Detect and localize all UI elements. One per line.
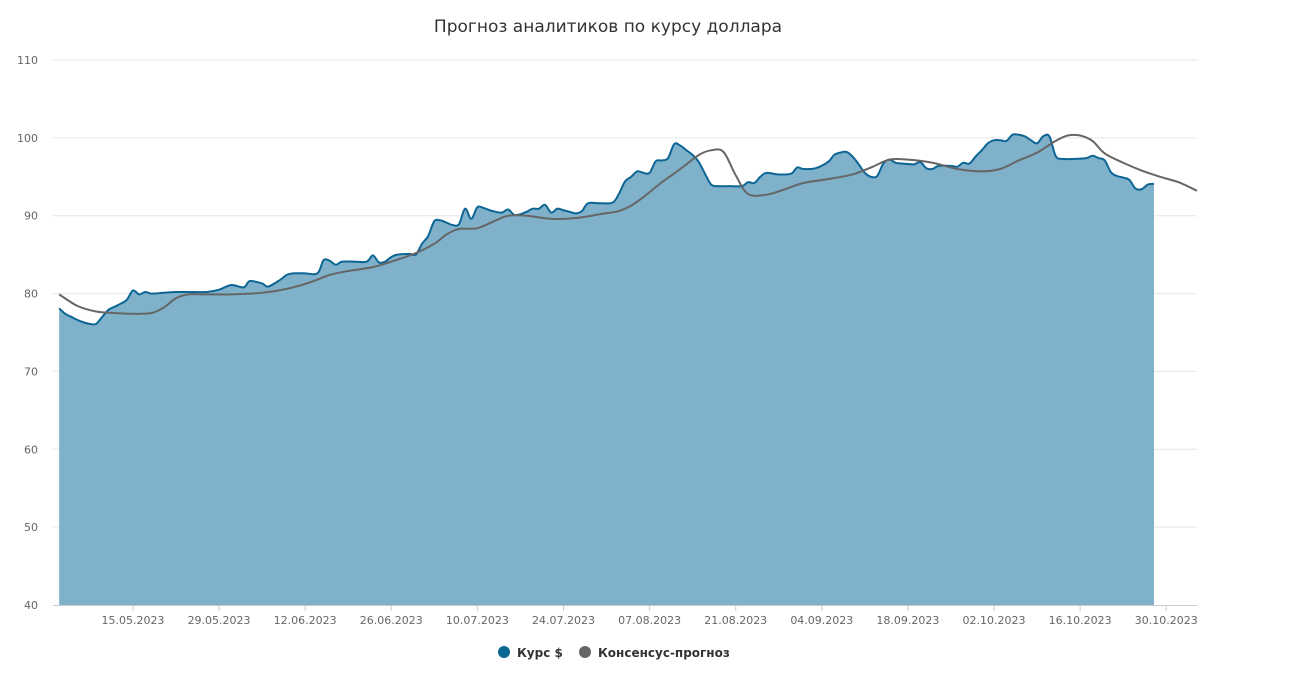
x-tick-label: 10.07.2023: [446, 614, 509, 627]
y-tick-label: 60: [24, 443, 38, 456]
x-tick-label: 04.09.2023: [790, 614, 853, 627]
legend-marker: [498, 646, 510, 658]
legend-label: Консенсус-прогноз: [598, 646, 730, 660]
x-tick-label: 12.06.2023: [274, 614, 337, 627]
legend-item[interactable]: Консенсус-прогноз: [579, 646, 730, 660]
y-tick-label: 110: [17, 54, 38, 67]
x-tick-label: 30.10.2023: [1135, 614, 1198, 627]
chart-title: Прогноз аналитиков по курсу доллара: [434, 17, 782, 37]
x-tick-label: 24.07.2023: [532, 614, 595, 627]
y-tick-label: 80: [24, 288, 38, 301]
x-tick-label: 15.05.2023: [101, 614, 164, 627]
y-tick-label: 70: [24, 365, 38, 378]
legend-item[interactable]: Курс $: [498, 646, 563, 660]
y-tick-label: 40: [24, 599, 38, 612]
y-tick-label: 100: [17, 132, 38, 145]
legend-label: Курс $: [517, 646, 563, 660]
x-tick-label: 21.08.2023: [704, 614, 767, 627]
y-axis: 40 50 60 70 80 90 100 110: [17, 54, 38, 612]
x-tick-label: 18.09.2023: [876, 614, 939, 627]
x-tick-label: 16.10.2023: [1049, 614, 1112, 627]
y-tick-label: 90: [24, 210, 38, 223]
plot-series: [58, 133, 1198, 605]
x-tick-label: 29.05.2023: [188, 614, 251, 627]
series-line-kurs: [58, 133, 1155, 326]
x-tick-label: 26.06.2023: [360, 614, 423, 627]
series-line-konsensus: [58, 133, 1198, 315]
x-tick-label: 07.08.2023: [618, 614, 681, 627]
legend: Курс $ Консенсус-прогноз: [498, 646, 730, 660]
x-tick-label: 02.10.2023: [963, 614, 1026, 627]
x-axis: 15.05.2023 29.05.2023 12.06.2023 26.06.2023…: [53, 605, 1198, 627]
series-area-kurs: [59, 134, 1154, 605]
y-tick-label: 50: [24, 521, 38, 534]
legend-marker: [579, 646, 591, 658]
